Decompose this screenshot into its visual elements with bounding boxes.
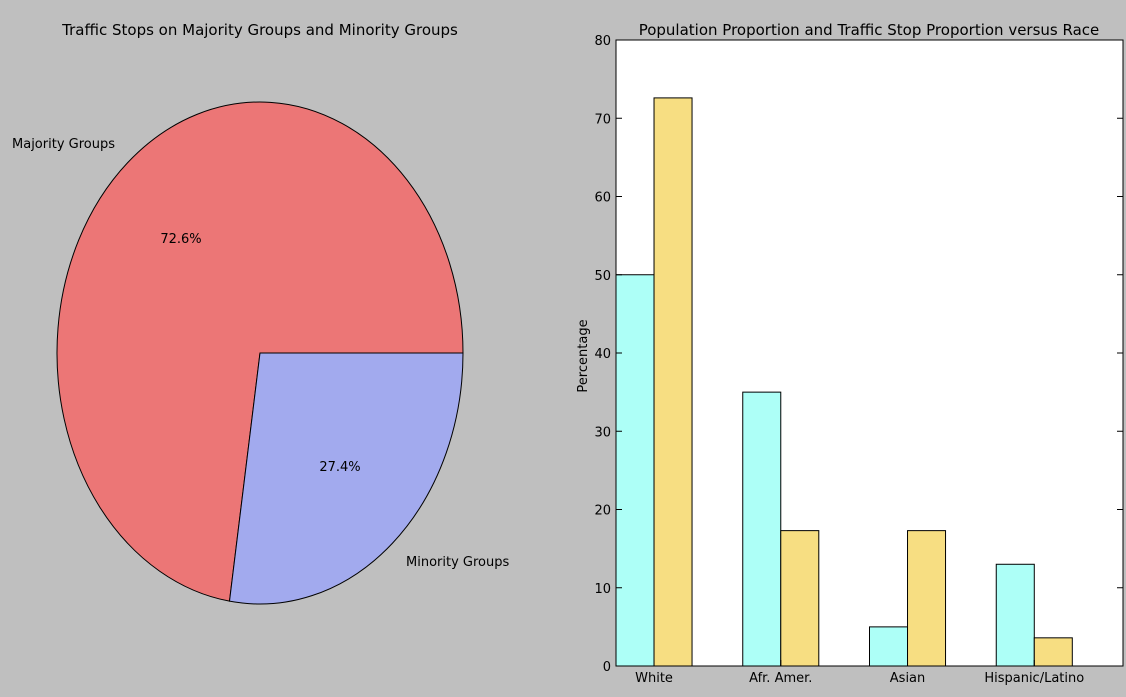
pie-labels: Majority Groups Minority Groups 72.6% 27…	[12, 137, 509, 570]
y-tick-label: 20	[594, 504, 611, 519]
pie-chart-title: Traffic Stops on Majority Groups and Min…	[61, 21, 458, 39]
pie-slice-minority-groups	[228, 352, 464, 605]
bar-chart: Population Proportion and Traffic Stop P…	[576, 21, 1124, 686]
y-tick-label: 40	[594, 347, 611, 362]
bar-chart-title: Population Proportion and Traffic Stop P…	[639, 21, 1100, 39]
y-tick-label: 10	[594, 582, 611, 597]
pie-slice-label-minority: Minority Groups	[406, 555, 509, 570]
x-tick-label: Afr. Amer.	[749, 671, 812, 686]
y-tick-label: 80	[594, 34, 611, 49]
y-tick-label: 0	[603, 660, 611, 675]
bar-asian-series-1	[869, 626, 909, 667]
pie-slice-label-majority: Majority Groups	[12, 137, 115, 152]
bar-hispanic-latino-series-1	[995, 563, 1035, 667]
y-tick-label: 60	[594, 191, 611, 206]
pie-slice-pct-majority: 72.6%	[160, 232, 201, 247]
pie-slices	[56, 101, 464, 605]
x-axis-tick-labels: White Afr. Amer. Asian Hispanic/Latino	[635, 660, 1084, 686]
bar-asian-series-2	[907, 530, 947, 667]
y-tick-label: 30	[594, 425, 611, 440]
plot-frame	[615, 39, 1124, 667]
x-tick-label: Hispanic/Latino	[984, 671, 1084, 686]
y-tick-label: 50	[594, 269, 611, 284]
plot-area	[616, 40, 1123, 666]
pie-slice-pct-minority: 27.4%	[319, 460, 360, 475]
bar-hispanic-latino-series-2	[1033, 637, 1073, 667]
pie-chart: Traffic Stops on Majority Groups and Min…	[12, 21, 509, 605]
x-tick-label: Asian	[890, 671, 925, 686]
x-tick-label: White	[635, 671, 673, 686]
y-tick-label: 70	[594, 112, 611, 127]
pie-slice-majority-groups	[56, 101, 464, 602]
y-axis-label: Percentage	[576, 319, 591, 392]
y-axis-ticks: 0 10 20 30 40 50 60 70 80	[594, 34, 1123, 675]
bar-white-series-1	[615, 274, 655, 667]
bar-afr-amer--series-2	[780, 530, 820, 667]
bar-afr-amer--series-1	[742, 391, 782, 667]
bar-white-series-2	[653, 97, 693, 667]
